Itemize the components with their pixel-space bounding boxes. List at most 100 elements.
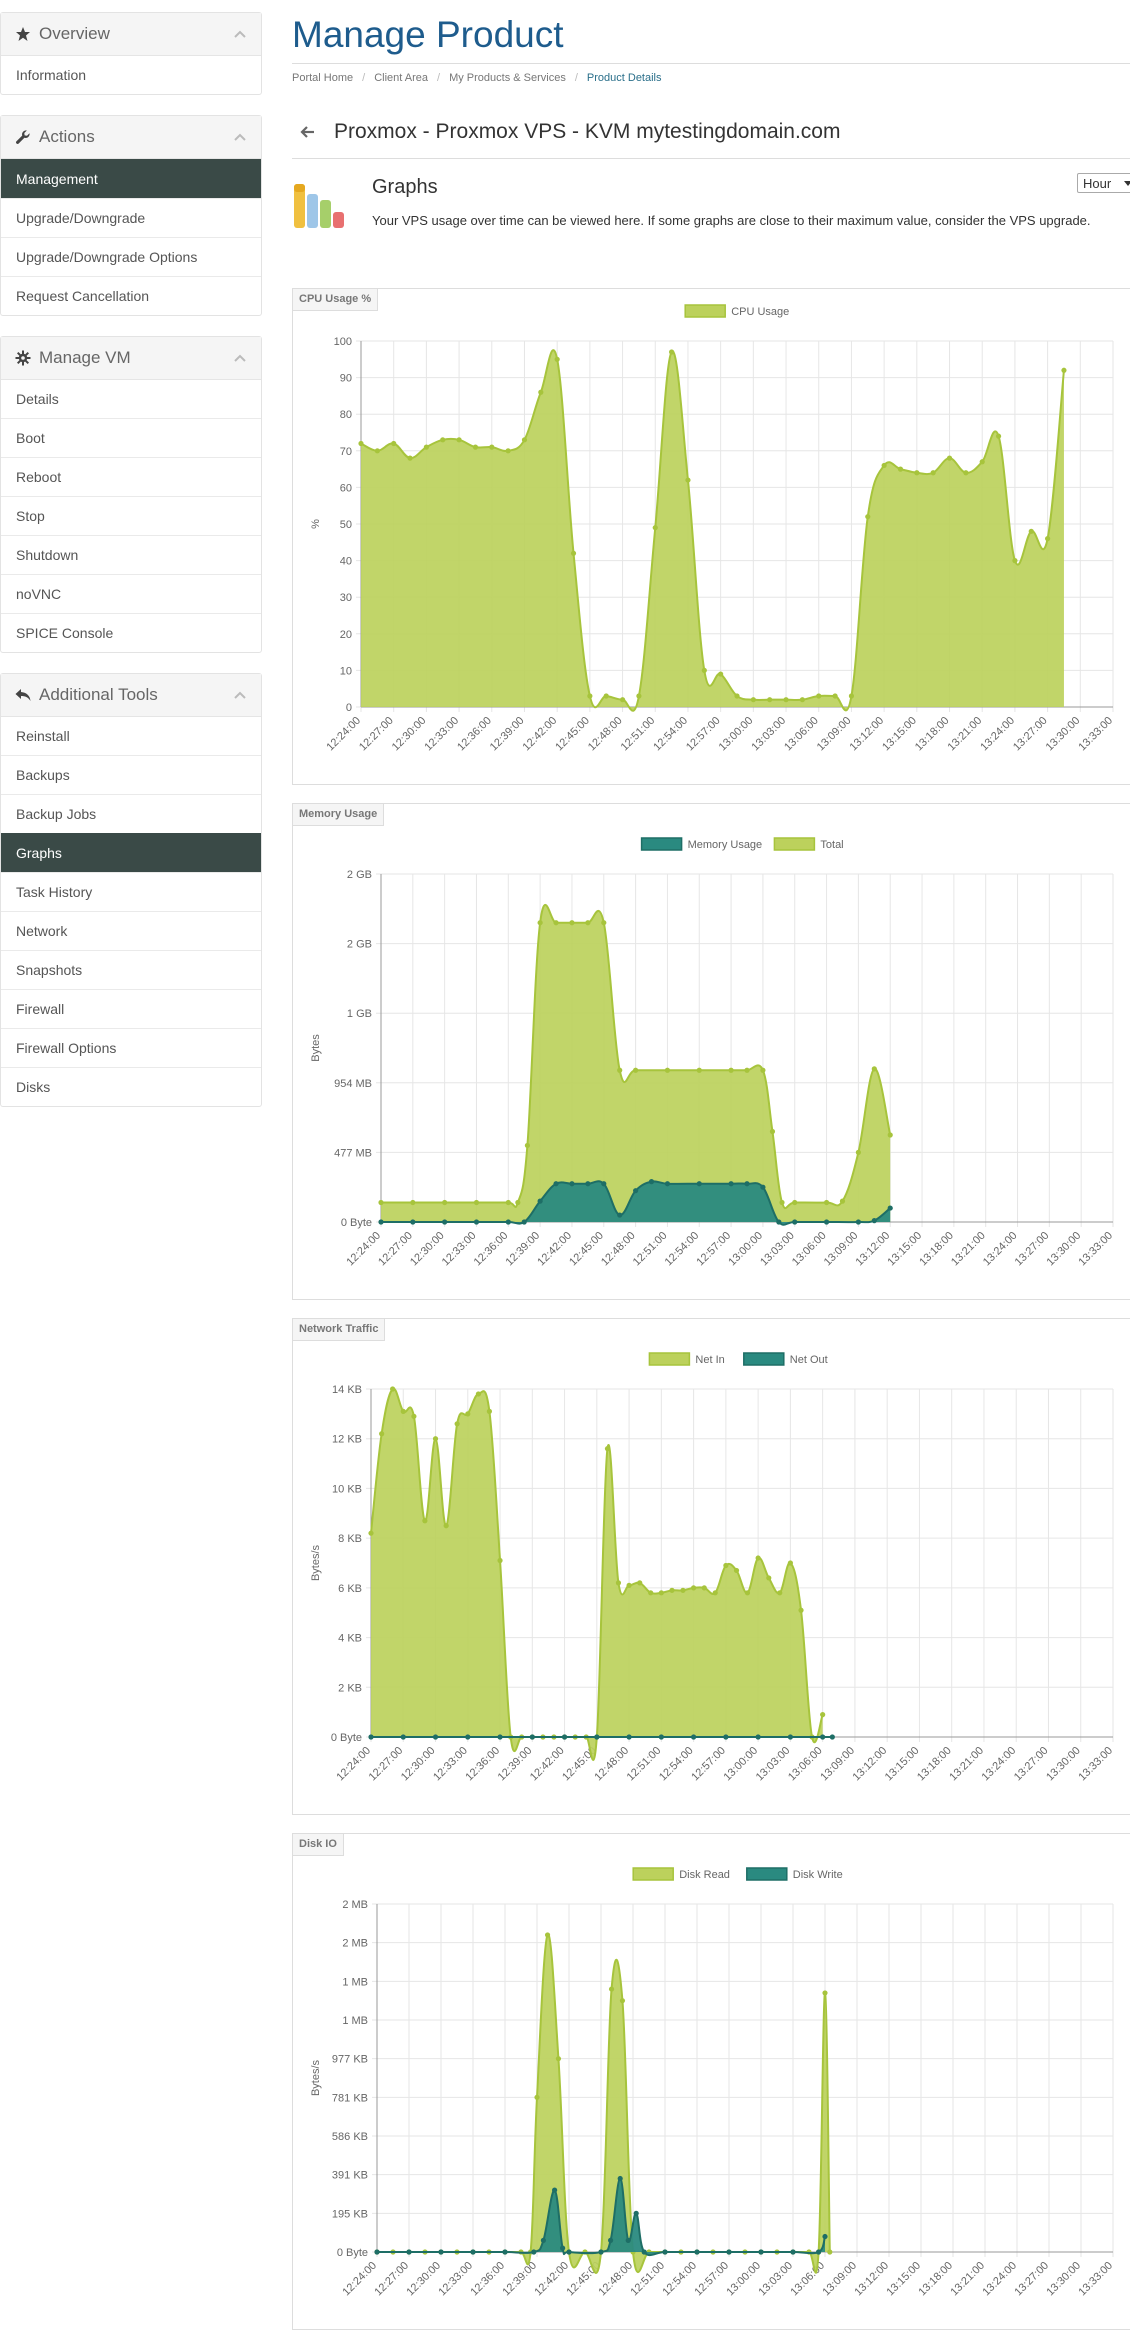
- data-point[interactable]: [829, 1734, 835, 1740]
- data-point[interactable]: [497, 1557, 503, 1564]
- data-point[interactable]: [662, 2249, 668, 2255]
- data-point[interactable]: [473, 1199, 480, 1206]
- data-point[interactable]: [569, 1181, 575, 1187]
- legend-label[interactable]: Disk Read: [679, 1869, 730, 1881]
- data-point[interactable]: [712, 1590, 718, 1596]
- data-point[interactable]: [400, 1408, 406, 1414]
- data-point[interactable]: [442, 1219, 448, 1225]
- data-point[interactable]: [701, 667, 707, 673]
- data-point[interactable]: [787, 1734, 793, 1740]
- chevron-up-icon[interactable]: [233, 351, 247, 365]
- breadcrumb-portal-home[interactable]: Portal Home: [292, 72, 354, 84]
- sidebar-item-stop[interactable]: Stop: [1, 496, 261, 535]
- data-point[interactable]: [423, 444, 429, 450]
- data-point[interactable]: [734, 693, 740, 699]
- sidebar-item-details[interactable]: Details: [16, 391, 59, 407]
- data-point[interactable]: [625, 2237, 631, 2243]
- data-point[interactable]: [979, 459, 985, 465]
- data-point[interactable]: [374, 2249, 380, 2255]
- data-point[interactable]: [604, 1446, 611, 1452]
- data-point[interactable]: [820, 1712, 826, 1718]
- data-point[interactable]: [615, 1580, 622, 1586]
- data-point[interactable]: [1028, 528, 1034, 534]
- legend-swatch[interactable]: [746, 1867, 788, 1881]
- data-point[interactable]: [726, 2249, 732, 2255]
- data-point[interactable]: [963, 470, 969, 476]
- data-point[interactable]: [505, 448, 511, 454]
- sidebar-item-upgrade-downgrade[interactable]: Upgrade/Downgrade: [1, 198, 261, 237]
- data-point[interactable]: [537, 920, 543, 926]
- data-point[interactable]: [554, 356, 560, 362]
- legend-swatch[interactable]: [640, 837, 683, 851]
- data-point[interactable]: [406, 2249, 412, 2255]
- data-point[interactable]: [540, 2237, 546, 2243]
- data-point[interactable]: [799, 697, 805, 703]
- data-point[interactable]: [887, 1205, 893, 1211]
- data-point[interactable]: [544, 1932, 551, 1938]
- legend-label[interactable]: Net Out: [790, 1354, 828, 1366]
- data-point[interactable]: [407, 455, 413, 461]
- data-point[interactable]: [694, 2249, 700, 2255]
- data-point[interactable]: [760, 1067, 766, 1073]
- data-point[interactable]: [633, 1188, 639, 1194]
- data-point[interactable]: [823, 1199, 830, 1206]
- data-point[interactable]: [432, 1734, 439, 1740]
- data-point[interactable]: [685, 477, 691, 483]
- data-point[interactable]: [438, 2249, 444, 2255]
- breadcrumb-client-area[interactable]: Client Area: [374, 72, 429, 84]
- data-point[interactable]: [691, 1585, 697, 1591]
- data-point[interactable]: [440, 437, 446, 443]
- data-point[interactable]: [617, 2175, 623, 2182]
- data-point[interactable]: [569, 920, 575, 926]
- data-point[interactable]: [374, 448, 380, 454]
- data-point[interactable]: [378, 1219, 384, 1225]
- sidebar-item-request-cancellation[interactable]: Request Cancellation: [1, 276, 261, 315]
- sidebar-item-firewall[interactable]: Firewall: [1, 989, 261, 1028]
- data-point[interactable]: [723, 1734, 729, 1740]
- data-point[interactable]: [767, 697, 773, 703]
- data-point[interactable]: [995, 433, 1002, 439]
- data-point[interactable]: [696, 1067, 702, 1073]
- chevron-up-icon[interactable]: [233, 130, 247, 144]
- data-point[interactable]: [538, 389, 544, 395]
- data-point[interactable]: [664, 1181, 671, 1187]
- data-point[interactable]: [691, 1734, 697, 1740]
- data-point[interactable]: [524, 1142, 530, 1149]
- data-point[interactable]: [617, 1067, 623, 1073]
- legend-swatch[interactable]: [743, 1352, 785, 1366]
- data-point[interactable]: [502, 2249, 508, 2255]
- data-point[interactable]: [442, 1199, 448, 1206]
- data-point[interactable]: [570, 550, 577, 556]
- data-point[interactable]: [658, 1590, 664, 1596]
- data-point[interactable]: [755, 1555, 761, 1561]
- data-point[interactable]: [1061, 367, 1067, 373]
- data-point[interactable]: [760, 1184, 766, 1190]
- sidebar-item-snapshots[interactable]: Snapshots: [1, 950, 261, 989]
- data-point[interactable]: [475, 1391, 482, 1397]
- data-point[interactable]: [619, 1998, 626, 2004]
- data-point[interactable]: [728, 1181, 734, 1187]
- data-point[interactable]: [728, 1067, 734, 1073]
- data-point[interactable]: [744, 1590, 751, 1596]
- data-point[interactable]: [641, 2249, 647, 2255]
- sidebar-item-backup-jobs[interactable]: Backup Jobs: [1, 794, 261, 833]
- data-point[interactable]: [473, 1219, 480, 1225]
- data-point[interactable]: [521, 437, 528, 443]
- data-point[interactable]: [443, 1523, 449, 1529]
- sidebar-item-management[interactable]: Management: [1, 159, 261, 198]
- data-point[interactable]: [823, 1219, 830, 1225]
- data-point[interactable]: [456, 437, 462, 443]
- data-point[interactable]: [777, 1590, 783, 1596]
- sidebar-item-disks[interactable]: Disks: [1, 1067, 261, 1106]
- data-point[interactable]: [633, 2210, 639, 2216]
- timeframe-select[interactable]: Hour: [1077, 173, 1130, 193]
- sidebar-item-information[interactable]: Information: [16, 67, 87, 83]
- legend-label[interactable]: Net In: [695, 1354, 724, 1366]
- data-point[interactable]: [553, 1181, 559, 1187]
- sidebar-item-task-history[interactable]: Task History: [1, 872, 261, 911]
- data-point[interactable]: [648, 1590, 654, 1596]
- sidebar-item-upgrade-downgrade-options[interactable]: Upgrade/Downgrade Options: [1, 237, 261, 276]
- arrow-left-icon[interactable]: [300, 124, 316, 140]
- data-point[interactable]: [718, 671, 724, 677]
- data-point[interactable]: [881, 462, 887, 469]
